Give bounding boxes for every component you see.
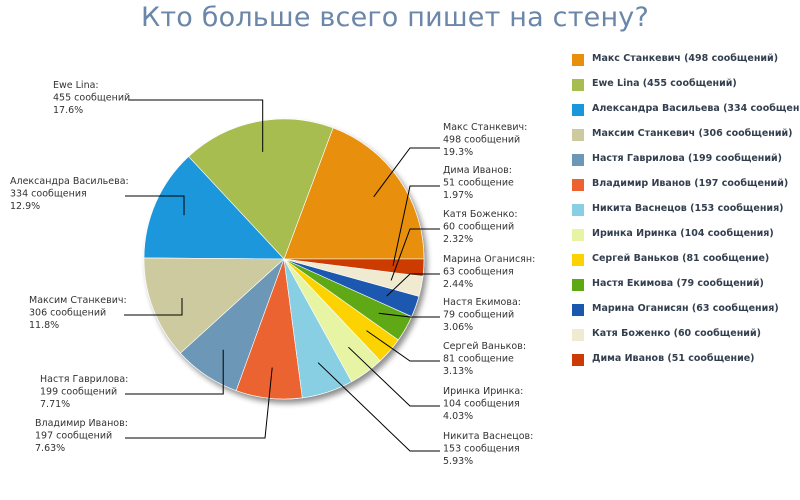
legend-swatch <box>572 354 584 366</box>
legend-swatch <box>572 204 584 216</box>
legend-item: Владимир Иванов (197 сообщений) <box>572 177 800 202</box>
legend-item: Сергей Ваньков (81 сообщение) <box>572 252 800 277</box>
slice-label: Сергей Ваньков: 81 сообщение 3.13% <box>443 341 526 377</box>
slice-label: Ewe Lina: 455 сообщений 17.6% <box>53 80 130 116</box>
pie-slice <box>143 156 285 260</box>
legend-item: Настя Гаврилова (199 сообщений) <box>572 152 800 177</box>
legend-label: Марина Оганисян (63 сообщения) <box>592 303 779 314</box>
slice-label: Иринка Иринка: 104 сообщения 4.03% <box>443 386 523 422</box>
slice-label: Никита Васнецов: 153 сообщения 5.93% <box>443 431 533 467</box>
legend-item: Ewe Lina (455 сообщений) <box>572 77 800 102</box>
legend-label: Никита Васнецов (153 сообщения) <box>592 203 784 214</box>
leader-line <box>124 298 183 316</box>
slice-label: Дима Иванов: 51 сообщение 1.97% <box>443 165 514 201</box>
slice-label: Марина Оганисян: 63 сообщения 2.44% <box>443 254 535 290</box>
legend-swatch <box>572 154 584 166</box>
legend-item: Настя Екимова (79 сообщений) <box>572 277 800 302</box>
slice-label: Макс Станкевич: 498 сообщений 19.3% <box>443 122 527 158</box>
leader-line <box>378 312 440 318</box>
legend-swatch <box>572 129 584 141</box>
legend-swatch <box>572 279 584 291</box>
leader-line <box>366 330 440 362</box>
legend-swatch <box>572 329 584 341</box>
legend-item: Иринка Иринка (104 сообщения) <box>572 227 800 252</box>
legend-label: Дима Иванов (51 сообщение) <box>592 353 755 364</box>
pie-slice <box>188 118 334 260</box>
legend-item: Александра Васильева (334 сообщения) <box>572 102 800 127</box>
slice-label: Максим Станкевич: 306 сообщений 11.8% <box>29 295 127 331</box>
legend-item: Максим Станкевич (306 сообщений) <box>572 127 800 152</box>
slice-label: Катя Боженко: 60 сообщений 2.32% <box>443 209 518 245</box>
pie-slice <box>283 258 425 277</box>
legend-item: Макс Станкевич (498 сообщений) <box>572 52 800 77</box>
leader-line <box>392 185 440 266</box>
leader-line <box>128 99 264 152</box>
legend-item: Марина Оганисян (63 сообщения) <box>572 302 800 327</box>
leader-line <box>317 362 440 452</box>
legend: Макс Станкевич (498 сообщений) Ewe Lina (… <box>572 52 800 377</box>
leader-line <box>125 195 185 216</box>
legend-label: Владимир Иванов (197 сообщений) <box>592 178 789 189</box>
leader-line <box>386 273 440 297</box>
slice-label: Владимир Иванов: 197 сообщений 7.63% <box>35 418 128 454</box>
slice-label: Александра Васильева: 334 сообщения 12.9% <box>10 176 129 212</box>
legend-label: Катя Боженко (60 сообщений) <box>592 328 761 339</box>
legend-item: Катя Боженко (60 сообщений) <box>572 327 800 352</box>
legend-swatch <box>572 179 584 191</box>
legend-label: Настя Екимова (79 сообщений) <box>592 278 764 289</box>
chart-title: Кто больше всего пишет на стену? <box>140 2 650 33</box>
legend-swatch <box>572 254 584 266</box>
leader-line <box>125 367 273 439</box>
legend-label: Александра Васильева (334 сообщения) <box>592 103 800 114</box>
legend-swatch <box>572 79 584 91</box>
legend-label: Настя Гаврилова (199 сообщений) <box>592 153 783 164</box>
legend-label: Ewe Lina (455 сообщений) <box>592 78 737 89</box>
leader-line <box>125 349 224 395</box>
pie-slice <box>143 257 285 354</box>
legend-label: Максим Станкевич (306 сообщений) <box>592 128 793 139</box>
legend-swatch <box>572 229 584 241</box>
slice-label: Настя Екимова: 79 сообщений 3.06% <box>443 297 521 333</box>
legend-swatch <box>572 104 584 116</box>
legend-item: Никита Васнецов (153 сообщения) <box>572 202 800 227</box>
leader-line <box>373 147 440 198</box>
callouts: Макс Станкевич: 498 сообщений 19.3% Ewe Lin… <box>10 80 535 467</box>
pie <box>143 118 425 400</box>
legend-swatch <box>572 304 584 316</box>
pie-slice <box>283 127 425 260</box>
legend-label: Иринка Иринка (104 сообщения) <box>592 228 774 239</box>
legend-label: Сергей Ваньков (81 сообщение) <box>592 253 770 264</box>
legend-swatch <box>572 54 584 66</box>
leader-line <box>390 228 440 281</box>
legend-label: Макс Станкевич (498 сообщений) <box>592 53 779 64</box>
slice-label: Настя Гаврилова: 199 сообщений 7.71% <box>40 374 128 410</box>
leader-line <box>348 346 440 407</box>
legend-item: Дима Иванов (51 сообщение) <box>572 352 800 377</box>
